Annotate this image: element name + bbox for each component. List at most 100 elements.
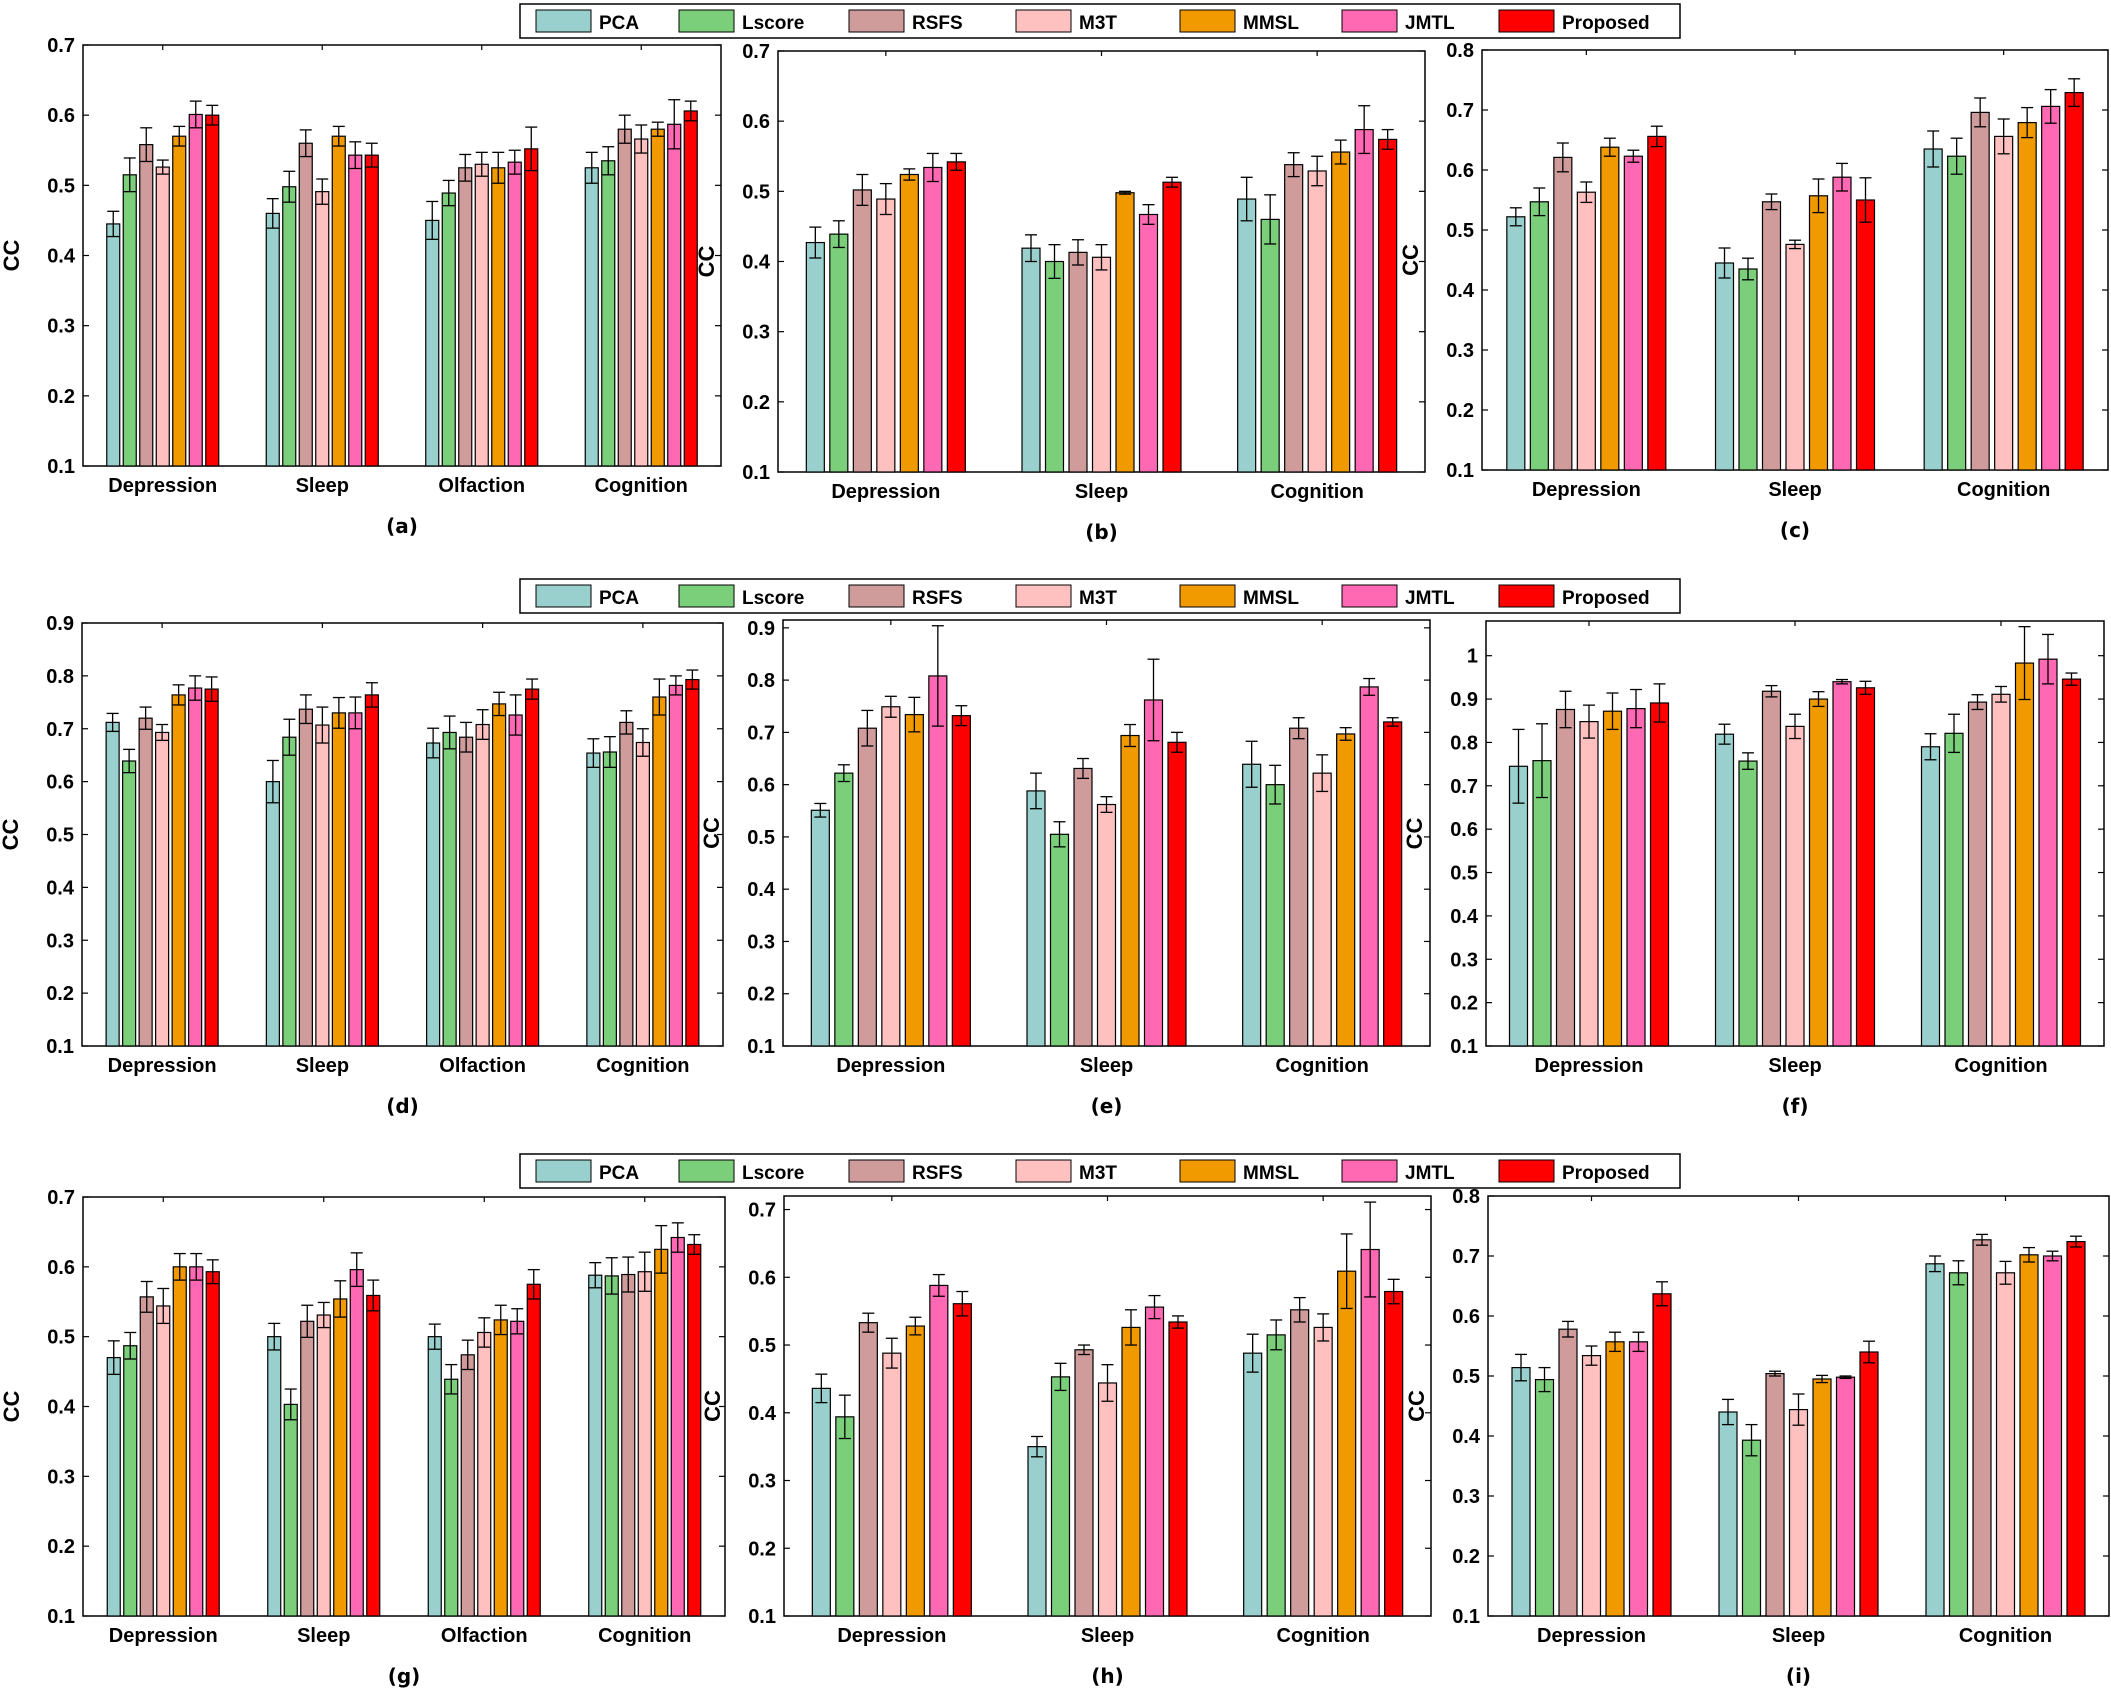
bar-lscore-sleep xyxy=(282,186,297,467)
bar-rsfs-sleep xyxy=(1761,690,1782,1047)
error-bar xyxy=(2070,1235,2082,1248)
error-bar xyxy=(655,1224,668,1274)
error-bar xyxy=(1171,731,1183,753)
error-bar xyxy=(173,1252,186,1281)
x-category-label: Depression xyxy=(1535,1055,1644,1077)
error-bar xyxy=(266,198,279,229)
legend-swatch xyxy=(1179,1159,1236,1183)
bar-mmsl-cognition xyxy=(1336,733,1356,1047)
bar-jmtl-cognition xyxy=(667,123,682,467)
bar-proposed-sleep xyxy=(364,154,379,467)
bar-jmtl-cognition xyxy=(2041,105,2061,471)
bar-m3t-depression xyxy=(1579,721,1599,1047)
bar-pca-sleep xyxy=(265,212,280,467)
error-bar xyxy=(365,682,378,708)
error-bar xyxy=(885,1337,898,1369)
x-category-label: Sleep xyxy=(1768,1055,1821,1077)
error-bar xyxy=(140,127,153,163)
bar-mmsl-cognition xyxy=(2014,662,2035,1047)
error-bar xyxy=(478,1317,491,1348)
error-bar xyxy=(332,696,345,729)
y-tick-label: 0.4 xyxy=(1446,280,1475,302)
error-bar xyxy=(1311,155,1324,187)
panel-label: (c) xyxy=(1780,518,1810,542)
error-bar xyxy=(1078,1344,1090,1356)
error-bar xyxy=(350,1252,363,1288)
bar-lscore-depression xyxy=(123,1345,138,1617)
bar-rsfs-depression xyxy=(1553,156,1573,471)
error-bar xyxy=(508,149,521,175)
bar-jmtl-sleep xyxy=(1143,699,1164,1047)
bar-lscore-sleep xyxy=(1044,260,1065,473)
legend-swatch xyxy=(848,584,905,608)
bar-rsfs-olfaction xyxy=(460,1354,475,1617)
bar-m3t-cognition xyxy=(637,1271,652,1617)
y-tick-label: 0.3 xyxy=(46,930,74,952)
bar-mmsl-cognition xyxy=(652,696,667,1047)
error-bar xyxy=(884,695,897,718)
error-bar xyxy=(603,736,616,768)
chart-panels: 0.1 0.2 0.3 0.4 0.5 0.6 0.7 CC Depression Sleep Ol… xyxy=(0,35,2110,1688)
bar-pca-sleep xyxy=(1027,1446,1047,1617)
error-bar xyxy=(668,99,681,150)
x-category-label: Depression xyxy=(109,1625,218,1647)
error-bar xyxy=(124,1331,137,1360)
legend-swatch xyxy=(678,9,735,33)
y-tick-label: 0.1 xyxy=(47,1606,75,1628)
bar-pca-cognition xyxy=(584,167,599,467)
error-bar xyxy=(1533,187,1546,217)
error-bar xyxy=(1363,677,1376,696)
error-bar xyxy=(317,1301,330,1329)
error-bar xyxy=(511,1308,524,1335)
error-bar xyxy=(316,178,329,205)
bar-pca-sleep xyxy=(265,781,280,1047)
legend-label: PCA xyxy=(599,588,639,609)
y-tick-label: 0.6 xyxy=(46,772,74,794)
legend-item: PCA xyxy=(535,1159,639,1184)
legend: PCA Lscore RSFS M3T MMSL JMTL Proposed xyxy=(519,3,1681,39)
error-bar xyxy=(926,152,939,183)
y-tick-label: 0.5 xyxy=(742,181,770,203)
panel-label: (e) xyxy=(1091,1094,1123,1118)
bar-jmtl-cognition xyxy=(2038,658,2058,1047)
bar-lscore-depression xyxy=(1532,760,1552,1047)
bar-jmtl-cognition xyxy=(1354,128,1374,473)
y-tick-label: 0.1 xyxy=(742,462,770,484)
bar-m3t-depression xyxy=(882,1352,902,1617)
bar-pca-sleep xyxy=(1714,733,1735,1047)
bar-pca-olfaction xyxy=(426,742,441,1047)
error-bar xyxy=(1559,690,1572,729)
legend-label: Proposed xyxy=(1562,588,1650,609)
bar-m3t-olfaction xyxy=(475,723,490,1047)
y-tick-label: 0.7 xyxy=(1450,776,1478,798)
bar-rsfs-cognition xyxy=(621,1273,636,1617)
x-category-label: Depression xyxy=(1532,479,1641,501)
error-bar xyxy=(1101,1364,1114,1402)
bar-rsfs-depression xyxy=(852,189,872,473)
bar-lscore-cognition xyxy=(1260,218,1280,473)
error-bar xyxy=(156,159,169,175)
legend-label: M3T xyxy=(1079,1163,1117,1184)
bar-mmsl-depression xyxy=(905,1325,925,1617)
bar-m3t-sleep xyxy=(1785,725,1805,1047)
legend-label: JMTL xyxy=(1405,13,1455,34)
y-tick-label: 0.3 xyxy=(1446,340,1474,362)
error-bar xyxy=(349,141,362,170)
error-bar xyxy=(334,1280,347,1318)
error-bar xyxy=(686,669,699,690)
bar-lscore-sleep xyxy=(283,1403,298,1617)
y-tick-label: 0.1 xyxy=(46,1036,74,1058)
y-tick-label: 0.6 xyxy=(47,1257,75,1279)
bar-proposed-cognition xyxy=(1378,138,1398,473)
legend-item: Lscore xyxy=(678,584,804,609)
error-bar xyxy=(2068,78,2081,108)
bar-m3t-olfaction xyxy=(474,163,489,467)
bar-proposed-cognition xyxy=(2061,678,2082,1047)
legend-swatch xyxy=(1341,584,1398,608)
legend: PCA Lscore RSFS M3T MMSL JMTL Proposed xyxy=(519,1153,1681,1189)
error-bar xyxy=(1119,190,1131,195)
error-bar xyxy=(1077,757,1089,780)
legend-item: Proposed xyxy=(1498,584,1650,609)
error-bar xyxy=(1025,234,1037,263)
y-tick-label: 0.6 xyxy=(1450,819,1478,841)
